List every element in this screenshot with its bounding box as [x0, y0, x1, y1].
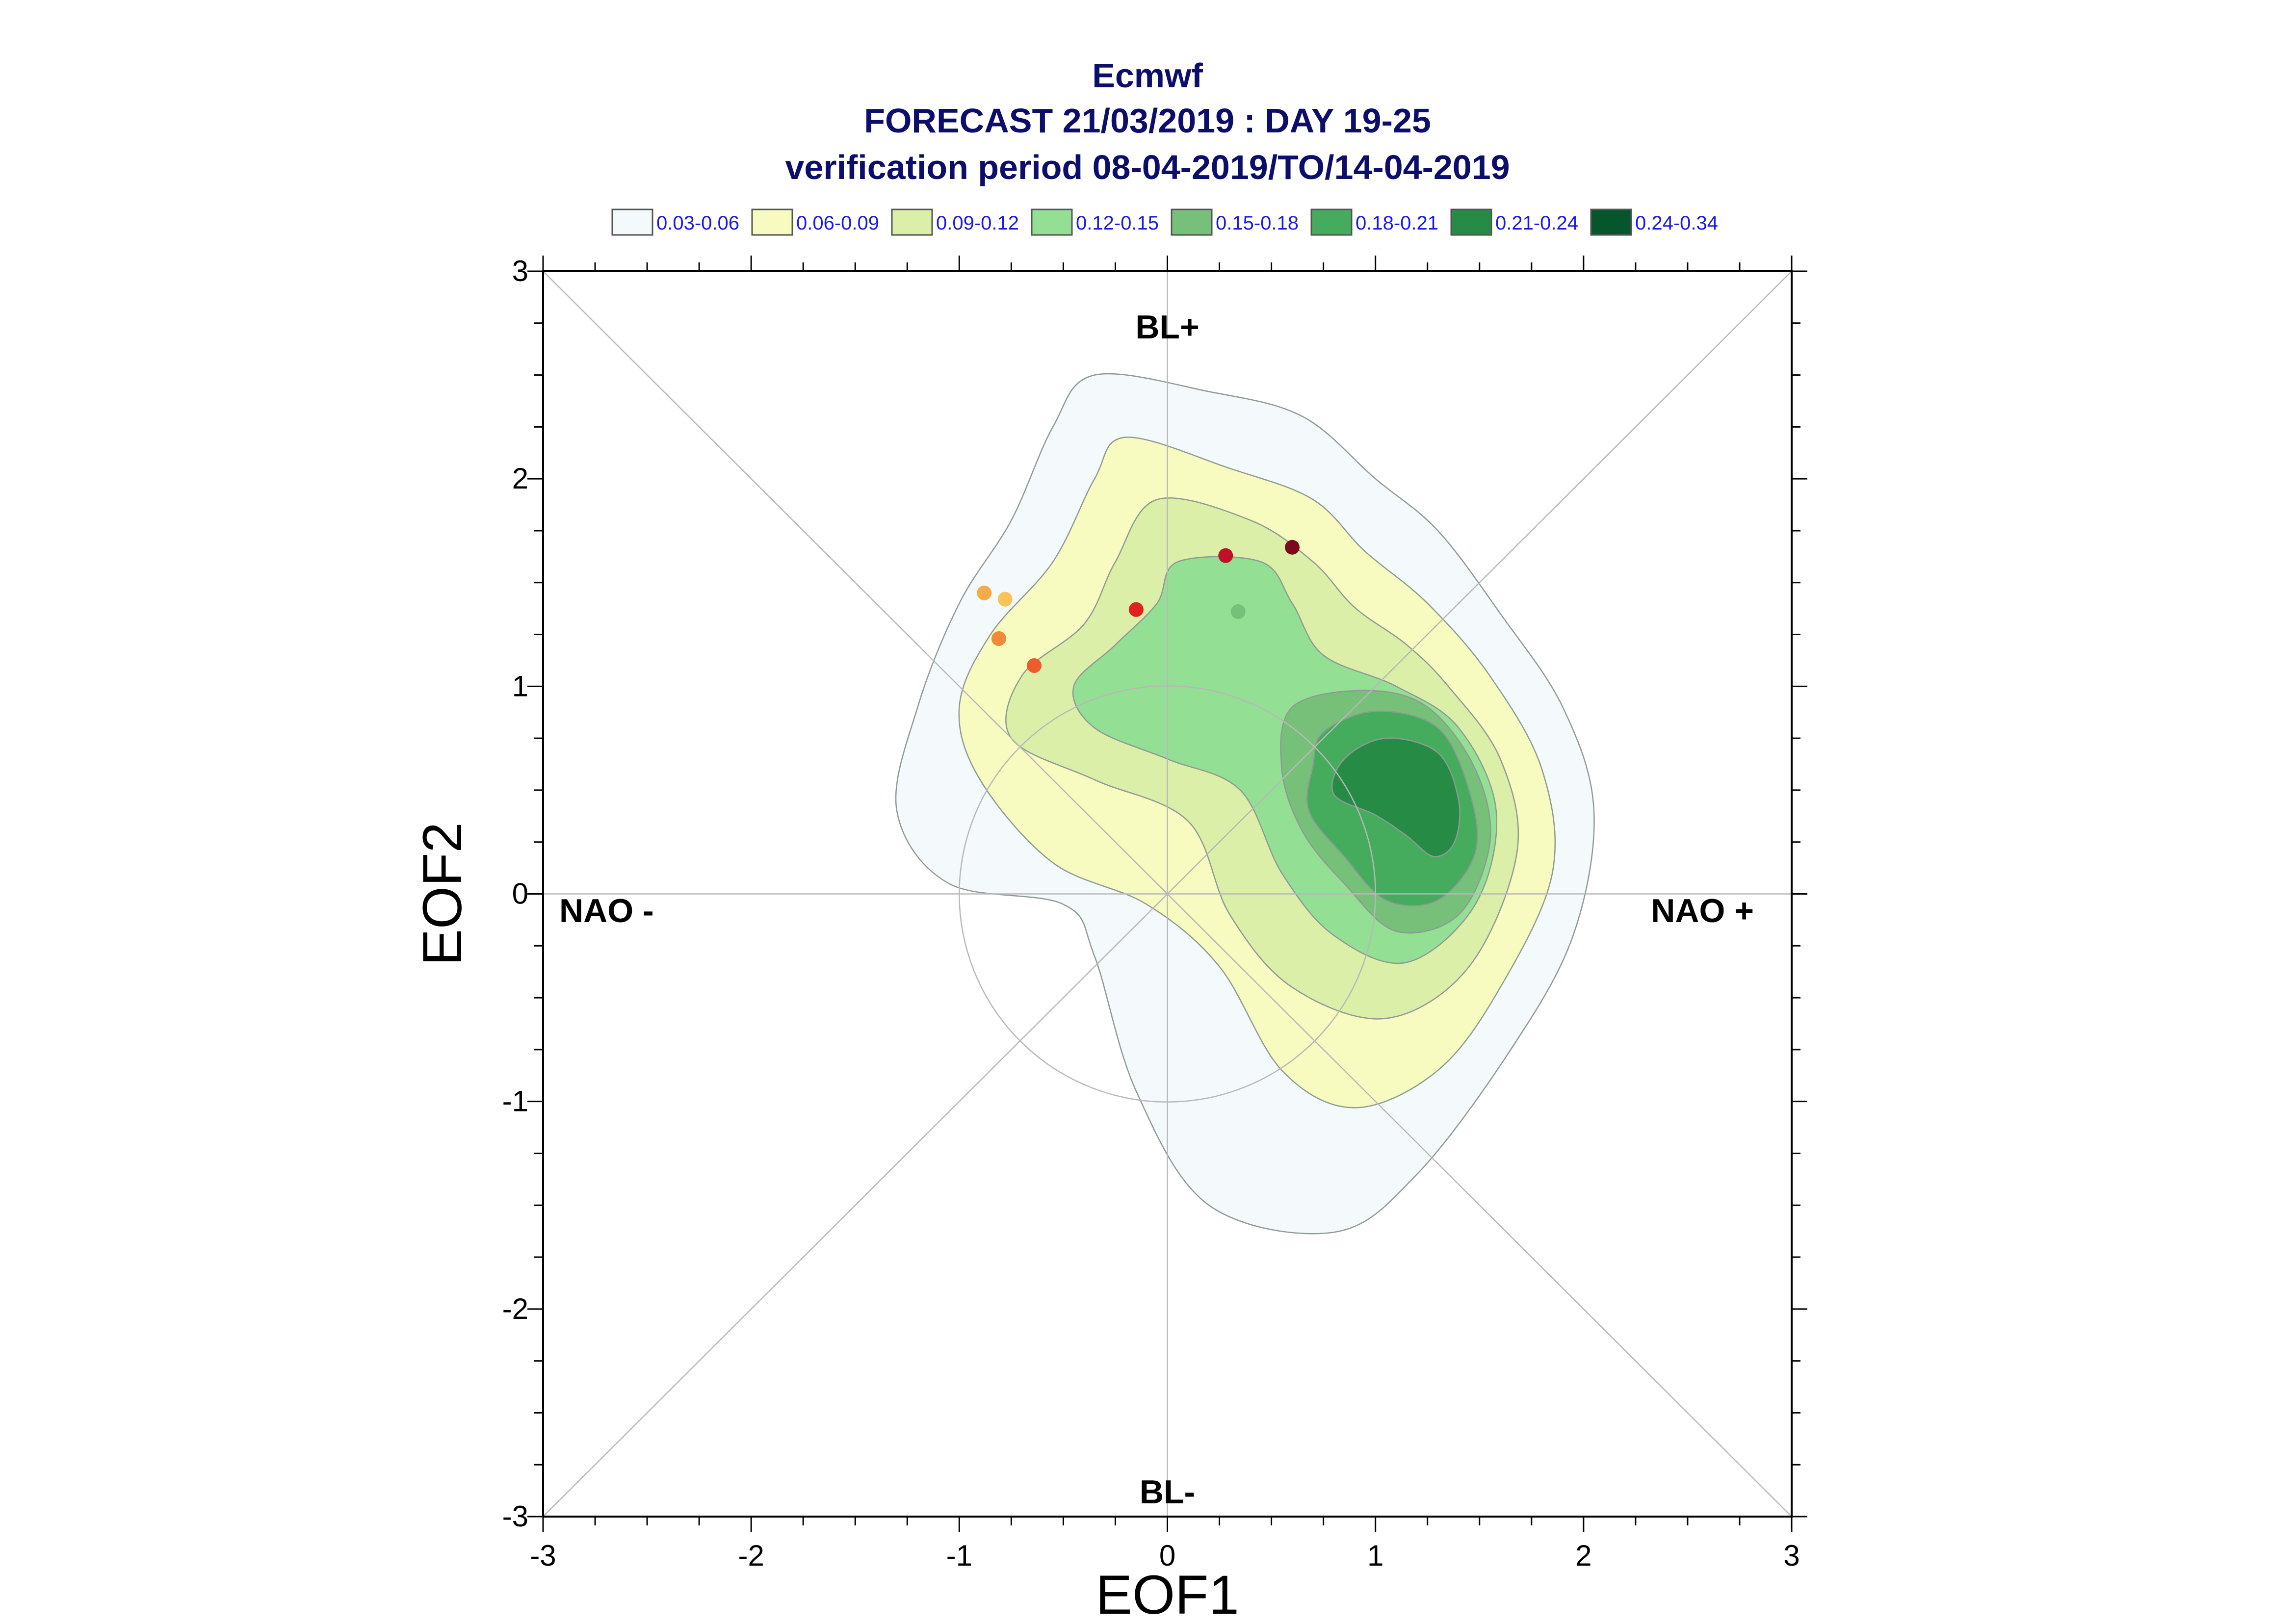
legend-swatch: [1310, 208, 1353, 236]
y-tick-label: -1: [502, 1085, 528, 1118]
member-point: [1218, 548, 1233, 563]
regime-label-nao-plus: NAO +: [1651, 892, 1754, 929]
member-point: [991, 631, 1006, 646]
member-point: [1230, 604, 1246, 619]
member-point: [997, 592, 1013, 607]
x-tick-label: 3: [1783, 1539, 1799, 1572]
reference-circle: [959, 685, 1376, 1103]
legend-label: 0.18-0.21: [1356, 212, 1438, 234]
legend-swatch: [751, 208, 793, 236]
legend-swatch: [1171, 208, 1213, 236]
chart-title: Ecmwf: [1092, 56, 1203, 95]
legend-swatch: [1031, 208, 1073, 236]
guide-lines: [543, 271, 1792, 1517]
y-axis-title: EOF2: [412, 822, 473, 966]
y-tick-label: 3: [512, 255, 528, 287]
regime-label-bl-minus: BL-: [1140, 1473, 1195, 1511]
legend-label: 0.15-0.18: [1216, 212, 1299, 234]
legend-label: 0.12-0.15: [1076, 212, 1159, 234]
legend-label: 0.21-0.24: [1495, 212, 1578, 234]
x-tick-label: 1: [1367, 1539, 1383, 1572]
x-axis-title: EOF1: [1095, 1564, 1239, 1624]
member-point: [1027, 658, 1042, 673]
y-tick-label: 0: [512, 877, 528, 910]
y-tick-label: 2: [512, 462, 528, 495]
regime-label-bl-plus: BL+: [1135, 309, 1199, 346]
member-point: [977, 585, 992, 600]
legend-swatch: [1450, 208, 1492, 236]
axis-ticks: [527, 256, 1807, 1532]
y-tick-label: -2: [502, 1292, 528, 1325]
y-tick-label: 1: [512, 670, 528, 702]
regime-label-nao-minus: NAO -: [559, 892, 654, 929]
chart-subtitle-verification: verification period 08-04-2019/TO/14-04-…: [785, 148, 1510, 186]
legend-label: 0.09-0.12: [936, 212, 1019, 234]
member-point: [1285, 540, 1300, 555]
contour-0.21-0.24: [1331, 737, 1460, 857]
plot-area: [527, 256, 1807, 1532]
contour-layer: [895, 373, 1595, 1235]
member-points: [977, 540, 1300, 673]
tick-labels: -3 -2 -1 0 1 2 3 -3 -2 -1 0 1 2 3: [502, 255, 1800, 1572]
x-tick-label: 2: [1575, 1539, 1591, 1572]
legend-label: 0.06-0.09: [796, 212, 879, 234]
x-tick-label: -2: [738, 1539, 764, 1572]
x-tick-label: -3: [530, 1539, 556, 1572]
x-tick-label: -1: [946, 1539, 972, 1572]
legend-swatch: [1590, 208, 1632, 236]
legend: 0.03-0.06 0.06-0.09 0.09-0.12 0.12-0.15 0.15…: [611, 208, 1718, 236]
legend-label: 0.03-0.06: [656, 212, 739, 234]
member-point: [1128, 602, 1144, 617]
chart-subtitle: FORECAST 21/03/2019 : DAY 19-25: [864, 102, 1431, 140]
legend-swatch: [891, 208, 933, 236]
x-tick-label: 0: [1159, 1539, 1175, 1572]
y-tick-label: -3: [502, 1500, 528, 1533]
legend-swatch: [611, 208, 653, 236]
legend-label: 0.24-0.34: [1635, 212, 1718, 234]
